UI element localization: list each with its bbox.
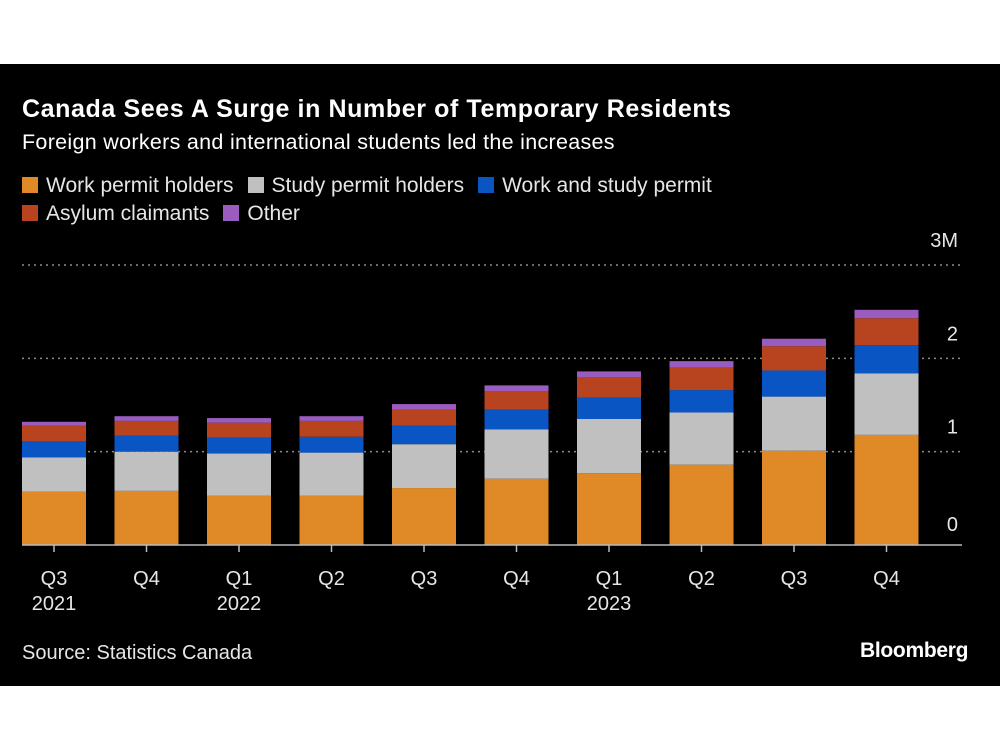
bar-segment [669, 390, 734, 413]
bar-segment [392, 488, 456, 545]
chart-subtitle: Foreign workers and international studen… [22, 130, 615, 154]
y-tick-label: 2 [947, 323, 958, 345]
bar-segment [484, 385, 549, 391]
bar-segment [669, 464, 734, 545]
bar-segment [207, 418, 271, 423]
bar-segment [762, 338, 826, 347]
bar-segment [577, 397, 641, 419]
bar-segment [22, 425, 86, 442]
bar-segment [207, 495, 271, 545]
bar-segment [207, 422, 271, 438]
bar-segment [854, 373, 919, 435]
chart-frame: Canada Sees A Surge in Number of Tempora… [0, 64, 1000, 686]
bar-segment [299, 452, 364, 496]
bar-segment [669, 367, 734, 391]
bar-segment [299, 495, 364, 545]
legend-swatch [223, 205, 240, 221]
x-tick-label: Q4 [873, 568, 900, 590]
x-tick-label: Q4 [133, 568, 160, 590]
source-note: Source: Statistics Canada [22, 642, 253, 664]
bar-segment [854, 434, 919, 545]
bar-segment [484, 391, 549, 410]
bar-segment [114, 490, 179, 545]
legend-label: Asylum claimants [46, 202, 210, 225]
x-tick-year-label: 2021 [32, 593, 77, 615]
bar-segment [854, 345, 919, 374]
bar-segment [669, 412, 734, 465]
x-tick-year-label: 2022 [217, 593, 262, 615]
bar-segment [577, 377, 641, 398]
bar-segment [114, 416, 179, 421]
y-tick-label: 1 [947, 417, 958, 439]
x-tick-label: Q2 [688, 568, 715, 590]
bar-segment [484, 429, 549, 479]
bar-segment [299, 420, 364, 437]
x-tick-label: Q1 [596, 568, 623, 590]
bar-segment [392, 444, 456, 489]
legend-item: Other [223, 200, 300, 228]
bar-segment [114, 420, 179, 436]
bar-segment [299, 436, 364, 453]
bar-segment [22, 421, 86, 426]
legend-swatch [22, 205, 38, 221]
bar-segment [114, 435, 179, 452]
bar-segment [299, 416, 364, 421]
bar-segment [484, 478, 549, 545]
y-tick-label: 3M [930, 230, 958, 252]
bar-segment [207, 453, 271, 496]
bar-segment [22, 491, 86, 545]
x-tick-year-label: 2023 [587, 593, 632, 615]
bar-segment [762, 450, 826, 545]
bar-segment [577, 419, 641, 474]
bar-segment [392, 409, 456, 426]
bar-segment [669, 361, 734, 368]
x-tick-label: Q3 [781, 568, 808, 590]
legend-item: Asylum claimants [22, 200, 209, 228]
y-tick-label: 0 [947, 514, 958, 536]
bar-segment [484, 409, 549, 430]
legend: Work permit holders Study permit holders W… [22, 172, 922, 228]
bar-segment [207, 437, 271, 454]
bar-segment [854, 309, 919, 319]
bar-segment [114, 451, 179, 491]
legend-label: Work and study permit [502, 174, 712, 197]
bar-segment [392, 404, 456, 410]
legend-item: Work permit holders [22, 172, 234, 200]
legend-swatch [247, 177, 264, 193]
chart-title: Canada Sees A Surge in Number of Tempora… [22, 95, 732, 123]
x-tick-label: Q3 [411, 568, 438, 590]
x-tick-label: Q4 [503, 568, 530, 590]
x-tick-label: Q2 [318, 568, 345, 590]
legend-label: Study permit holders [271, 174, 465, 197]
x-tick-label: Q1 [226, 568, 253, 590]
bar-segment [762, 346, 826, 371]
legend-swatch [478, 177, 495, 193]
bar-segment [392, 425, 456, 445]
legend-swatch [22, 177, 38, 193]
x-tick-label: Q3 [41, 568, 68, 590]
bar-segment [577, 371, 641, 377]
bar-segment [22, 441, 86, 458]
bar-segment [22, 457, 86, 492]
legend-item: Study permit holders [247, 172, 465, 200]
bar-segment [854, 318, 919, 346]
bar-segment [577, 473, 641, 545]
legend-item: Work and study permit [478, 172, 712, 200]
bar-segment [762, 370, 826, 397]
bar-segment [762, 396, 826, 451]
bloomberg-logo: Bloomberg [860, 639, 969, 662]
legend-label: Other [247, 202, 300, 225]
legend-label: Work permit holders [46, 174, 234, 197]
